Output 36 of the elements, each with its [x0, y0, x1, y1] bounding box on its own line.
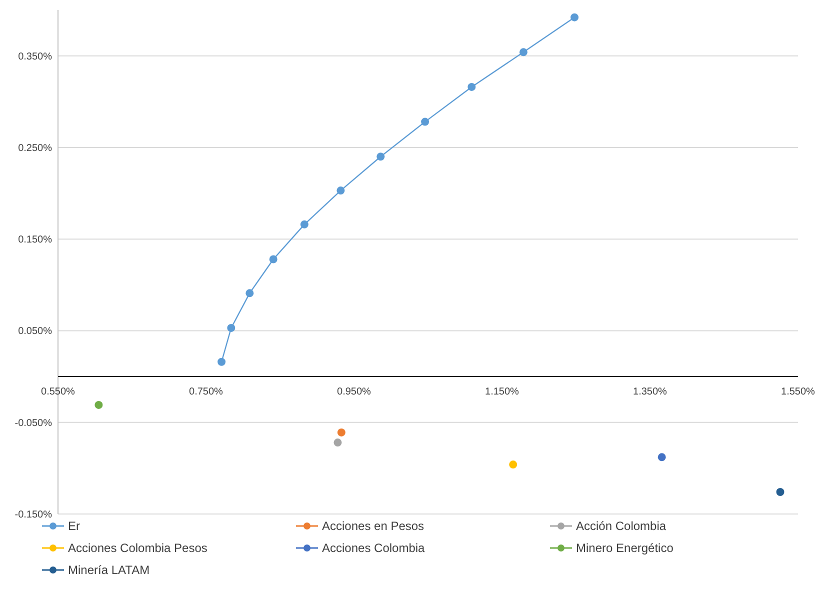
- x-tick-label: 1.550%: [781, 386, 816, 398]
- point: [334, 438, 342, 447]
- legend-label: Minero Energético: [576, 541, 674, 556]
- legend-label: Acción Colombia: [576, 519, 666, 534]
- legend-label: Acciones en Pesos: [322, 519, 424, 534]
- point: [776, 488, 784, 496]
- y-tick-label: -0.050%: [14, 418, 52, 429]
- point: [519, 48, 528, 56]
- x-tick-label: 1.150%: [485, 386, 520, 398]
- x-tick-label: 1.350%: [633, 386, 668, 398]
- point: [468, 82, 476, 91]
- legend-label: Acciones Colombia Pesos: [68, 541, 208, 556]
- point: [421, 118, 430, 126]
- point: [570, 13, 579, 22]
- point: [509, 460, 518, 469]
- x-tick-label: 0.950%: [337, 386, 372, 398]
- y-tick-label: 0.150%: [18, 234, 52, 246]
- x-tick-label: 0.750%: [189, 386, 224, 398]
- point: [337, 428, 346, 436]
- point: [658, 453, 666, 462]
- point: [246, 289, 254, 298]
- y-tick-label: -0.150%: [14, 510, 52, 520]
- y-tick-label: 0.350%: [18, 51, 52, 62]
- point: [269, 255, 278, 264]
- y-tick-label: 0.250%: [18, 142, 52, 154]
- y-tick-label: 0.050%: [18, 326, 52, 338]
- point: [94, 400, 103, 409]
- point: [218, 358, 226, 366]
- x-tick-label: 0.550%: [41, 386, 76, 398]
- legend-label: Er: [68, 519, 80, 534]
- point: [227, 324, 236, 332]
- point: [300, 220, 308, 228]
- legend-label: Minería LATAM: [68, 563, 150, 578]
- point: [336, 186, 345, 195]
- point: [376, 152, 385, 161]
- legend-label: Acciones Colombia: [322, 541, 426, 556]
